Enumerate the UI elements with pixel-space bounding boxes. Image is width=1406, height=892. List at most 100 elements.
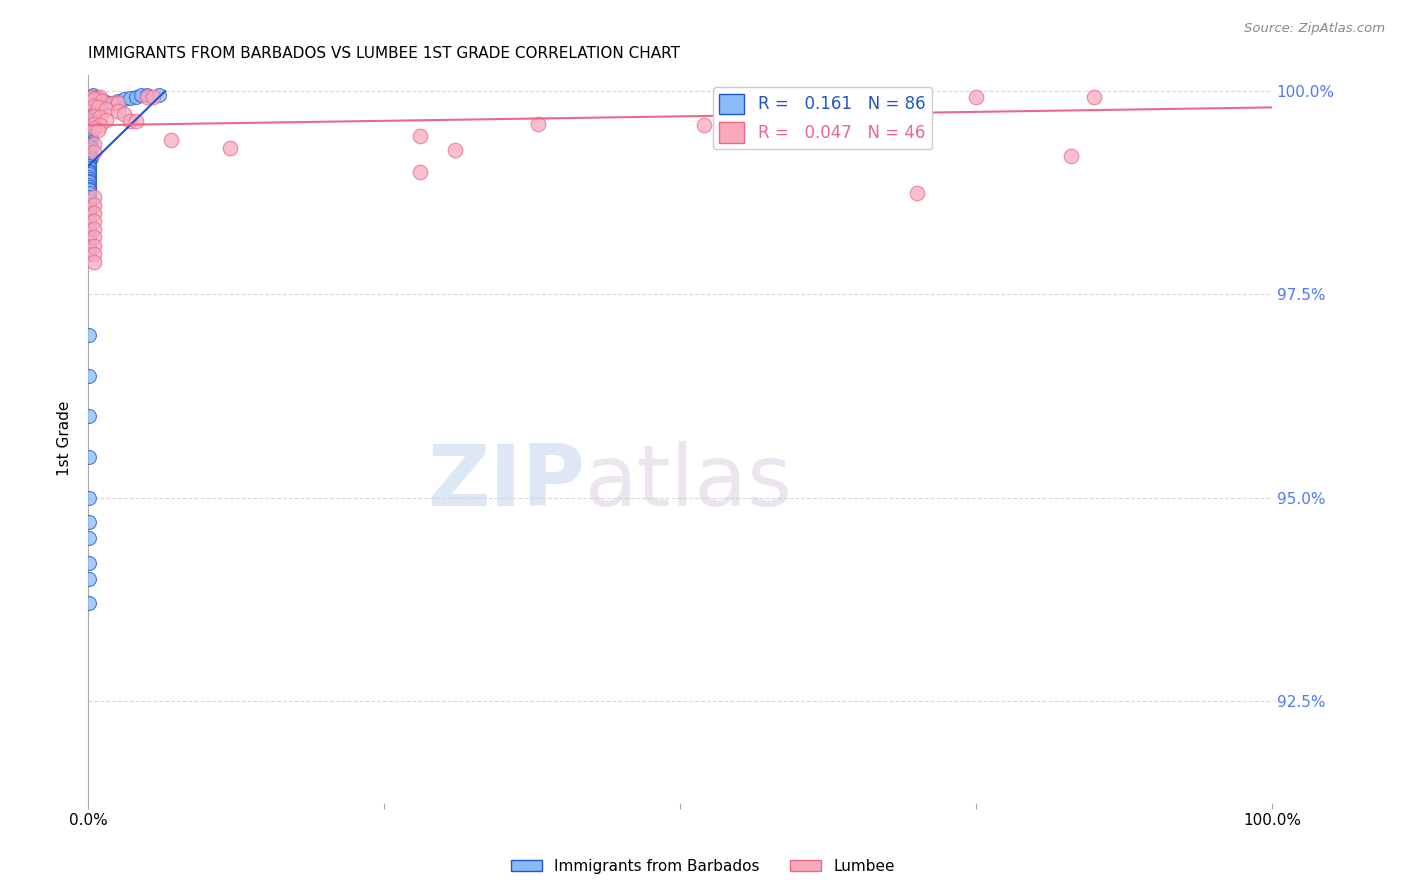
- Point: [79, 96, 101, 111]
- Point: [83, 109, 105, 123]
- Point: [79, 531, 101, 545]
- Point: [83, 214, 105, 228]
- Point: [80, 109, 103, 123]
- Point: [83, 246, 105, 260]
- Point: [112, 92, 135, 106]
- Point: [86, 123, 108, 137]
- Point: [83, 190, 105, 204]
- Point: [79, 123, 101, 137]
- Point: [527, 117, 550, 131]
- Point: [79, 96, 101, 111]
- Point: [79, 180, 101, 194]
- Point: [83, 117, 105, 131]
- Point: [79, 145, 101, 160]
- Point: [83, 136, 105, 151]
- Point: [89, 90, 111, 104]
- Point: [82, 88, 104, 103]
- Point: [89, 110, 111, 124]
- Point: [83, 145, 105, 160]
- Point: [84, 90, 107, 104]
- Point: [79, 214, 101, 228]
- Point: [112, 107, 135, 121]
- Point: [79, 167, 101, 181]
- Point: [80, 90, 103, 104]
- Point: [83, 99, 105, 113]
- Point: [1083, 90, 1105, 104]
- Point: [79, 556, 101, 570]
- Point: [118, 114, 141, 128]
- Text: ZIP: ZIP: [427, 441, 585, 524]
- Point: [83, 92, 105, 106]
- Text: IMMIGRANTS FROM BARBADOS VS LUMBEE 1ST GRADE CORRELATION CHART: IMMIGRANTS FROM BARBADOS VS LUMBEE 1ST G…: [89, 46, 681, 62]
- Point: [79, 157, 101, 171]
- Point: [787, 90, 810, 104]
- Point: [79, 149, 101, 163]
- Point: [444, 143, 467, 157]
- Point: [219, 141, 242, 155]
- Point: [89, 118, 111, 132]
- Point: [79, 164, 101, 178]
- Point: [83, 238, 105, 252]
- Point: [118, 90, 141, 104]
- Point: [79, 136, 101, 151]
- Point: [1059, 149, 1081, 163]
- Point: [79, 246, 101, 260]
- Point: [79, 515, 101, 529]
- Point: [79, 104, 101, 119]
- Point: [83, 100, 105, 114]
- Point: [79, 222, 101, 236]
- Point: [91, 94, 114, 108]
- Point: [142, 90, 165, 104]
- Point: [79, 202, 101, 216]
- Point: [86, 100, 108, 114]
- Point: [79, 110, 101, 124]
- Point: [83, 206, 105, 220]
- Point: [79, 172, 101, 186]
- Point: [79, 328, 101, 343]
- Point: [79, 151, 101, 165]
- Point: [80, 92, 103, 106]
- Point: [79, 110, 101, 124]
- Point: [79, 178, 101, 192]
- Point: [79, 206, 101, 220]
- Point: [79, 409, 101, 424]
- Point: [98, 96, 121, 111]
- Point: [79, 133, 101, 147]
- Point: [79, 147, 101, 161]
- Point: [79, 155, 101, 169]
- Point: [79, 104, 101, 119]
- Point: [79, 194, 101, 208]
- Point: [79, 128, 101, 143]
- Point: [107, 94, 129, 108]
- Point: [80, 112, 103, 127]
- Point: [79, 173, 101, 187]
- Point: [79, 190, 101, 204]
- Point: [86, 92, 108, 106]
- Point: [965, 90, 987, 104]
- Point: [103, 96, 125, 111]
- Y-axis label: 1st Grade: 1st Grade: [58, 401, 72, 476]
- Point: [79, 114, 101, 128]
- Point: [79, 368, 101, 383]
- Point: [136, 88, 159, 103]
- Point: [136, 90, 159, 104]
- Point: [89, 92, 111, 106]
- Point: [83, 222, 105, 236]
- Point: [79, 182, 101, 196]
- Point: [79, 572, 101, 586]
- Point: [94, 112, 117, 127]
- Point: [91, 94, 114, 108]
- Point: [79, 117, 101, 131]
- Point: [107, 104, 129, 119]
- Point: [83, 120, 105, 135]
- Point: [79, 198, 101, 212]
- Point: [79, 90, 101, 104]
- Point: [79, 230, 101, 244]
- Point: [80, 94, 103, 108]
- Point: [79, 120, 101, 135]
- Text: atlas: atlas: [585, 441, 793, 524]
- Point: [79, 161, 101, 176]
- Point: [83, 198, 105, 212]
- Legend: Immigrants from Barbados, Lumbee: Immigrants from Barbados, Lumbee: [505, 853, 901, 880]
- Point: [80, 102, 103, 116]
